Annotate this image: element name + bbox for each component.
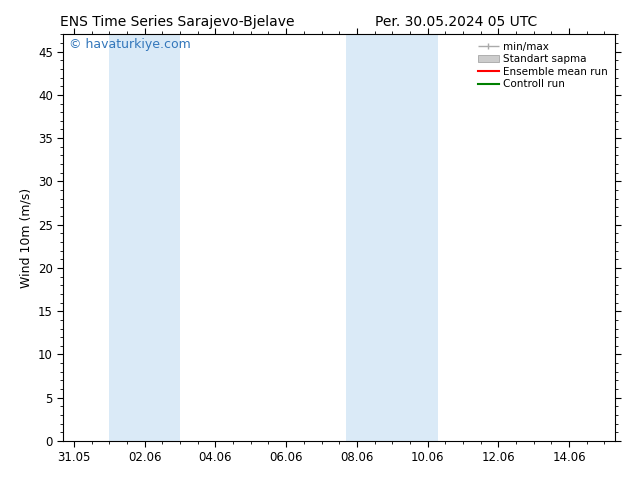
Text: Per. 30.05.2024 05 UTC: Per. 30.05.2024 05 UTC xyxy=(375,15,538,29)
Text: ENS Time Series Sarajevo-Bjelave: ENS Time Series Sarajevo-Bjelave xyxy=(60,15,295,29)
Bar xyxy=(346,34,392,441)
Legend: min/max, Standart sapma, Ensemble mean run, Controll run: min/max, Standart sapma, Ensemble mean r… xyxy=(476,40,610,92)
Y-axis label: Wind 10m (m/s): Wind 10m (m/s) xyxy=(20,188,32,288)
Bar xyxy=(392,34,438,441)
Text: © havaturkiye.com: © havaturkiye.com xyxy=(69,38,191,51)
Bar xyxy=(110,34,180,441)
